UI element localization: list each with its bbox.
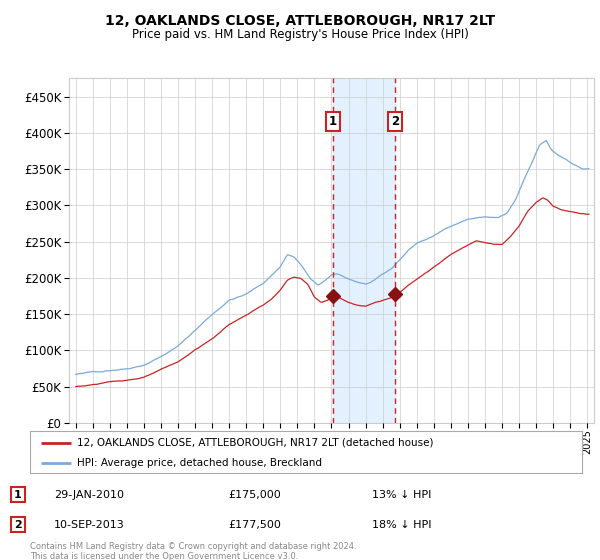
Text: Price paid vs. HM Land Registry's House Price Index (HPI): Price paid vs. HM Land Registry's House … [131,28,469,41]
Text: £175,000: £175,000 [228,489,281,500]
Text: 1: 1 [14,489,22,500]
Text: 2: 2 [391,115,399,128]
Text: Contains HM Land Registry data © Crown copyright and database right 2024.
This d: Contains HM Land Registry data © Crown c… [30,542,356,560]
Text: 12, OAKLANDS CLOSE, ATTLEBOROUGH, NR17 2LT: 12, OAKLANDS CLOSE, ATTLEBOROUGH, NR17 2… [105,14,495,28]
Text: 13% ↓ HPI: 13% ↓ HPI [372,489,431,500]
Text: 2: 2 [14,520,22,530]
Bar [333,78,395,423]
Text: 1: 1 [329,115,337,128]
Text: 18% ↓ HPI: 18% ↓ HPI [372,520,431,530]
Text: 29-JAN-2010: 29-JAN-2010 [54,489,124,500]
Text: HPI: Average price, detached house, Breckland: HPI: Average price, detached house, Brec… [77,458,322,468]
Text: 10-SEP-2013: 10-SEP-2013 [54,520,125,530]
Text: £177,500: £177,500 [228,520,281,530]
Text: 12, OAKLANDS CLOSE, ATTLEBOROUGH, NR17 2LT (detached house): 12, OAKLANDS CLOSE, ATTLEBOROUGH, NR17 2… [77,438,433,448]
